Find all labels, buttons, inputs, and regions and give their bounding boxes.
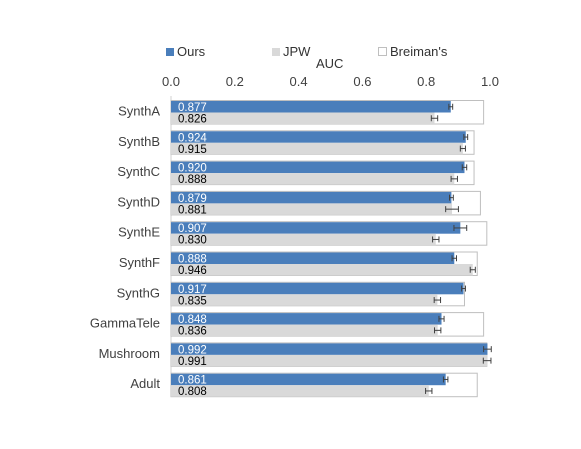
x-tick-label: 0.4 — [290, 74, 308, 89]
data-label-ours: 0.992 — [178, 344, 207, 356]
bar-ours — [171, 101, 451, 113]
x-tick-label: 0.8 — [417, 74, 435, 89]
bar-ours — [171, 313, 442, 325]
y-category-label: SynthC — [117, 164, 160, 179]
data-label-jpw: 0.830 — [178, 235, 207, 247]
y-category-label: GammaTele — [90, 316, 160, 331]
x-tick-label: 0.0 — [162, 74, 180, 89]
y-category-label: Adult — [130, 376, 160, 391]
x-axis-title: AUC — [316, 56, 344, 71]
data-label-ours: 0.920 — [178, 163, 207, 175]
bar-ours — [171, 343, 488, 355]
data-label-jpw: 0.946 — [178, 265, 207, 277]
bar-jpw — [171, 324, 438, 337]
bar-jpw — [171, 233, 436, 246]
bar-jpw — [171, 173, 455, 185]
legend-label-ours: Ours — [177, 44, 206, 59]
data-label-jpw: 0.808 — [178, 386, 207, 398]
bar-ours — [171, 131, 466, 143]
bar-ours — [171, 282, 464, 295]
x-tick-label: 0.6 — [353, 74, 371, 89]
data-label-ours: 0.888 — [178, 254, 207, 266]
data-label-ours: 0.861 — [178, 375, 207, 387]
bar-jpw — [171, 294, 438, 306]
y-category-label: SynthA — [118, 104, 160, 119]
legend-label-jpw: JPW — [283, 44, 311, 59]
y-category-label: Mushroom — [99, 346, 160, 361]
legend-swatch-jpw — [272, 48, 280, 56]
bar-ours — [171, 252, 455, 264]
bar-ours — [171, 161, 465, 174]
y-category-label: SynthG — [117, 285, 160, 300]
data-label-ours: 0.877 — [178, 102, 207, 114]
legend-swatch-breiman — [378, 47, 387, 56]
y-category-label: SynthD — [117, 194, 160, 209]
legend-swatch-ours — [166, 48, 174, 56]
bar-jpw — [171, 385, 429, 397]
y-category-label: SynthF — [119, 255, 160, 270]
y-category-label: SynthE — [118, 225, 160, 240]
x-tick-label: 0.2 — [226, 74, 244, 89]
y-category-label: SynthB — [118, 134, 160, 149]
data-label-ours: 0.917 — [178, 284, 207, 296]
bar-ours — [171, 191, 452, 204]
bar-jpw — [171, 203, 453, 215]
data-label-ours: 0.879 — [178, 193, 207, 205]
legend-item-ours: Ours — [166, 44, 205, 59]
data-label-jpw: 0.826 — [178, 114, 207, 126]
data-label-jpw: 0.991 — [178, 356, 207, 368]
data-label-jpw: 0.881 — [178, 204, 207, 216]
bar-jpw — [171, 264, 473, 276]
bar-jpw — [171, 112, 435, 124]
bar-ours — [171, 373, 446, 386]
legend-item-breiman: Breiman's — [378, 44, 447, 59]
legend-item-jpw: JPW — [272, 44, 310, 59]
legend-label-breiman: Breiman's — [390, 44, 448, 59]
data-label-jpw: 0.888 — [178, 174, 207, 186]
bar-jpw — [171, 142, 463, 155]
bar-ours — [171, 222, 461, 234]
bar-jpw — [171, 354, 488, 367]
data-label-ours: 0.907 — [178, 223, 207, 235]
data-label-jpw: 0.915 — [178, 144, 207, 156]
data-label-ours: 0.848 — [178, 314, 207, 326]
data-label-ours: 0.924 — [178, 132, 207, 144]
data-label-jpw: 0.836 — [178, 326, 207, 338]
data-label-jpw: 0.835 — [178, 295, 207, 307]
x-tick-label: 1.0 — [481, 74, 499, 89]
